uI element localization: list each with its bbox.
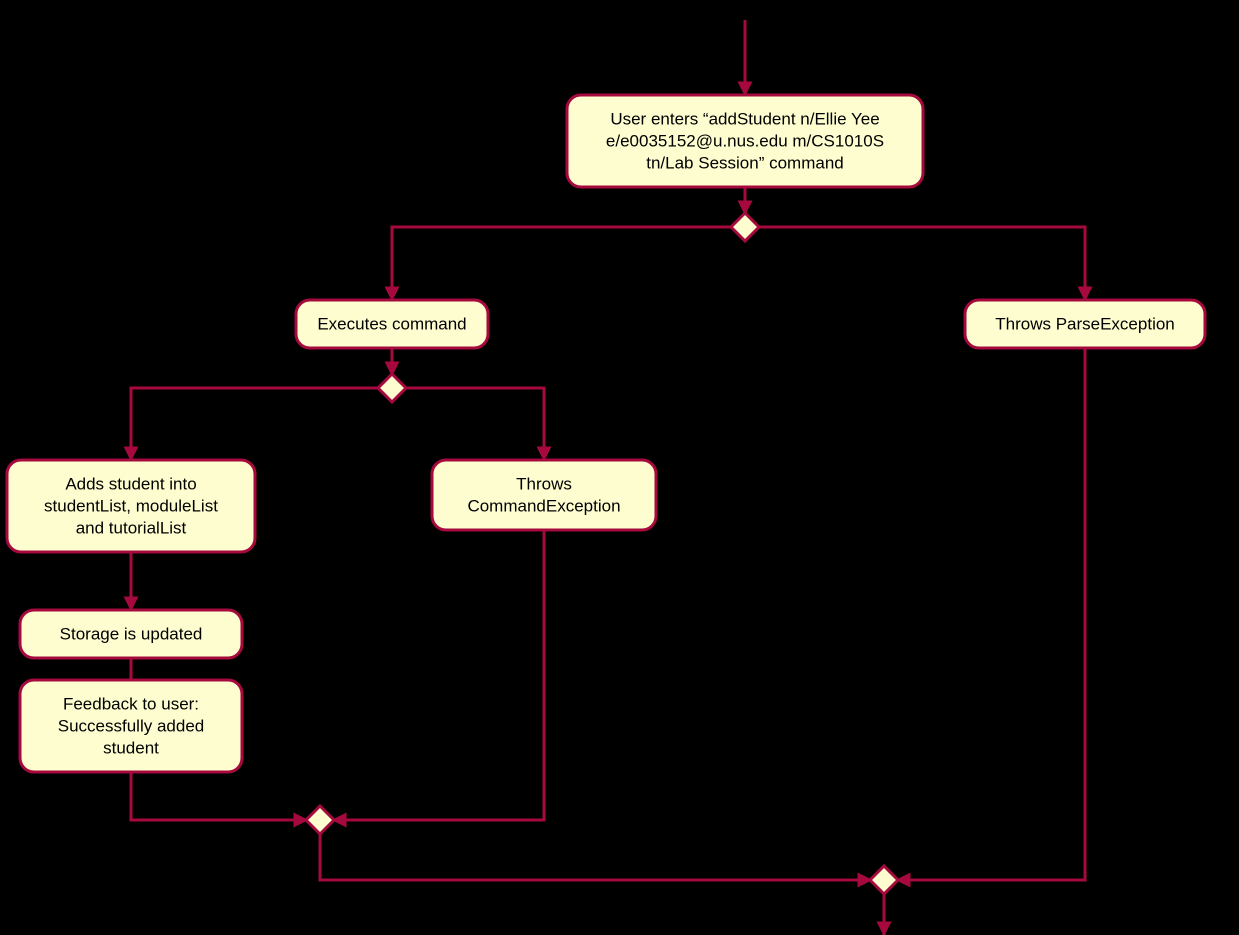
edge-5 (131, 388, 379, 460)
node-exec-line-0: Executes command (317, 314, 466, 333)
node-feedback-line-0: Feedback to user: (63, 694, 199, 713)
node-start-line-1: e/e0035152@u.nus.edu m/CS1010S (606, 131, 884, 150)
node-cmdex: Throws CommandException (432, 460, 656, 530)
node-adds-line-1: studentList, moduleList (44, 496, 218, 515)
node-feedback-line-2: student (103, 738, 159, 757)
node-parseex-line-0: Throws ParseException (995, 314, 1175, 333)
edge-9 (131, 772, 307, 820)
activity-diagram: User enters “addStudent n/Ellie Yee e/e00… (0, 0, 1239, 935)
edge-11 (320, 833, 871, 880)
decision-d2 (378, 374, 406, 402)
edge-3 (758, 227, 1085, 300)
edge-6 (405, 388, 544, 460)
decision-d3 (306, 806, 334, 834)
node-start: User enters “addStudent n/Ellie Yee e/e00… (567, 95, 923, 187)
node-cmdex-line-1: CommandException (467, 496, 620, 515)
decision-d4 (870, 866, 898, 894)
node-storage: Storage is updated (20, 610, 242, 658)
nodes: User enters “addStudent n/Ellie Yee e/e00… (7, 95, 1205, 894)
edge-2 (392, 227, 732, 300)
node-feedback: Feedback to user: Successfully added stude… (20, 680, 242, 772)
node-adds-line-0: Adds student into (65, 474, 196, 493)
node-adds: Adds student into studentList, moduleList… (7, 460, 255, 552)
decision-d1 (731, 213, 759, 241)
edge-12 (897, 348, 1085, 880)
node-start-line-0: User enters “addStudent n/Ellie Yee (610, 109, 879, 128)
node-feedback-line-1: Successfully added (58, 716, 204, 735)
node-storage-line-0: Storage is updated (60, 624, 203, 643)
node-adds-line-2: and tutorialList (76, 518, 187, 537)
node-parseex: Throws ParseException (965, 300, 1205, 348)
edge-10 (333, 530, 544, 820)
node-start-line-2: tn/Lab Session” command (646, 153, 844, 172)
node-exec: Executes command (296, 300, 488, 348)
node-cmdex-line-0: Throws (516, 474, 572, 493)
